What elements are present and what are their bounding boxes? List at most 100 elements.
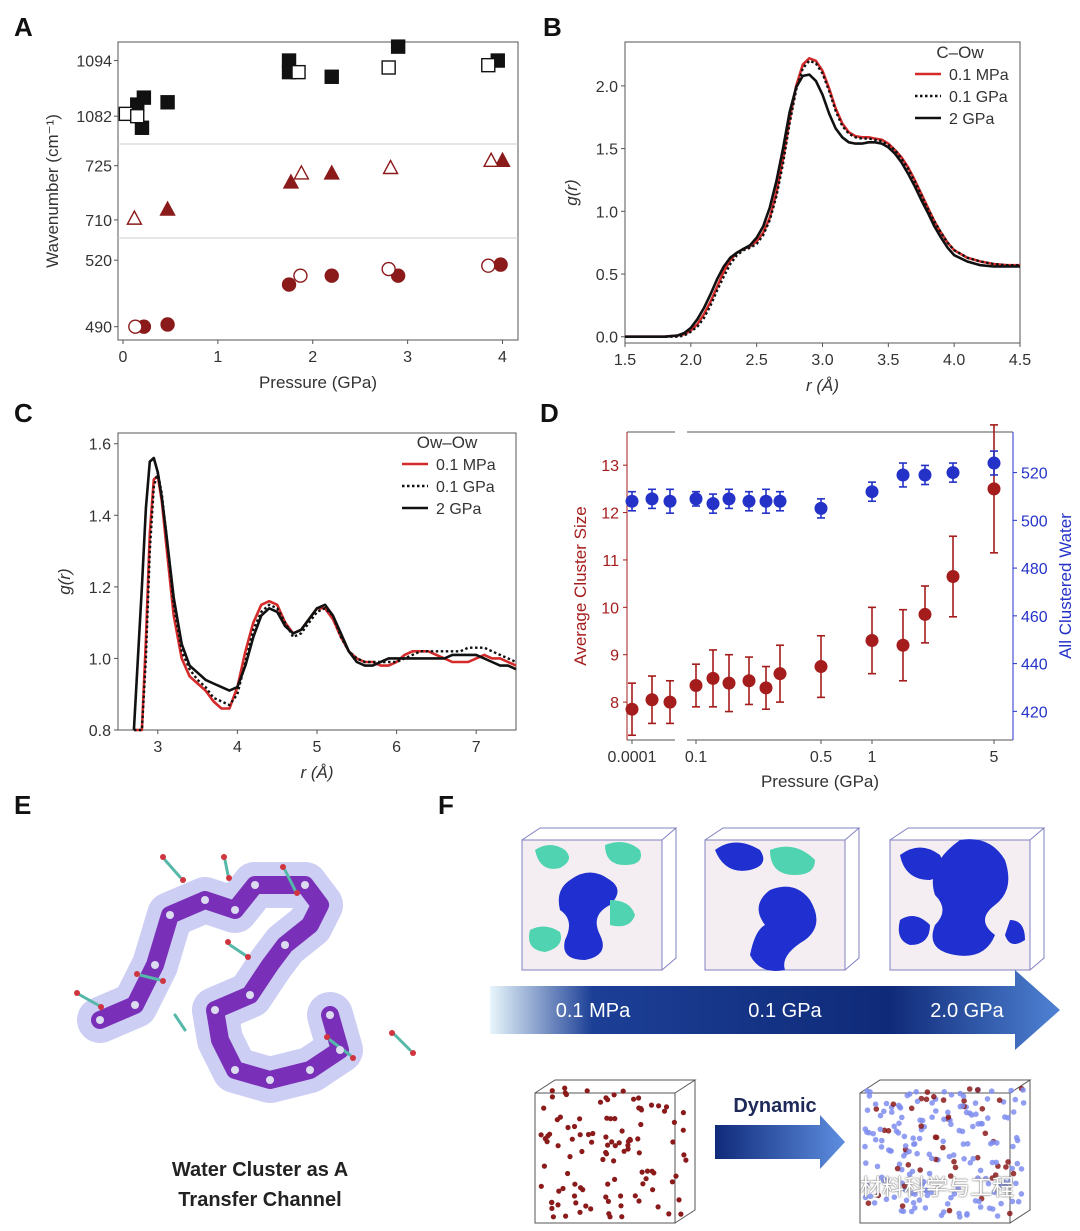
molecule-dot <box>945 1114 952 1120</box>
arrow-label-0-1gpa: 0.1 GPa <box>748 1000 822 1022</box>
molecule-dot <box>928 1189 934 1195</box>
molecule-dot <box>644 1168 651 1174</box>
molecule-dot <box>608 1116 614 1122</box>
molecule-dot <box>590 1130 596 1137</box>
arrow-label-0-1mpa: 0.1 MPa <box>556 1000 631 1022</box>
molecule-dot <box>538 1183 544 1189</box>
panel-label-b: B <box>543 12 562 42</box>
molecule-dot <box>604 1115 610 1121</box>
molecule-dot <box>1007 1178 1013 1185</box>
molecule-dot <box>656 1103 662 1109</box>
data-point-clustered-water <box>946 466 960 480</box>
molecule-dot <box>612 1143 618 1149</box>
molecule-dot <box>957 1090 963 1097</box>
y-axis-title: g(r) <box>55 568 74 594</box>
plot-frame <box>117 41 519 341</box>
right-tick-label: 460 <box>1021 609 1048 626</box>
molecule-dot <box>972 1100 979 1106</box>
x-tick-label: 4.0 <box>943 352 965 369</box>
data-point-cluster-size <box>896 638 910 652</box>
molecule-dot <box>584 1088 590 1094</box>
molecule-dot <box>589 1139 595 1145</box>
molecule-dot <box>951 1158 957 1165</box>
molecule-dot <box>603 1149 609 1156</box>
data-point-clustered-water <box>773 494 787 508</box>
x-axis-title: r (Å) <box>806 376 839 395</box>
molecule-dot <box>603 1194 609 1200</box>
molecule-dot <box>977 1204 984 1210</box>
molecule-dot <box>632 1193 638 1199</box>
x-axis-title: Pressure (GPa) <box>761 772 879 791</box>
molecule-dot <box>871 1200 878 1206</box>
molecule-dot <box>905 1162 912 1168</box>
molecule-dot <box>862 1143 868 1150</box>
series-line-2-gpa <box>132 456 517 731</box>
data-point-clustered-water <box>865 485 879 499</box>
molecule-dot <box>901 1133 908 1140</box>
data-point-cluster-size <box>814 660 828 674</box>
x-axis-title: r (Å) <box>300 763 333 782</box>
right-tick-label: 520 <box>1021 466 1048 483</box>
data-point-triangle <box>293 164 310 180</box>
molecule-dot <box>899 1114 905 1121</box>
y-tick-label: 1.6 <box>89 437 111 454</box>
molecule-dot <box>986 1205 993 1211</box>
data-point-cluster-size <box>987 482 1001 496</box>
molecule-dot <box>906 1091 913 1097</box>
molecule-dot <box>1018 1191 1025 1197</box>
molecule-dot <box>929 1114 935 1120</box>
data-point-clustered-water <box>742 494 756 508</box>
data-point-clustered-water <box>625 494 639 508</box>
molecule-dot <box>923 1096 930 1103</box>
molecule-dot <box>1008 1087 1014 1094</box>
molecule-dot <box>963 1109 970 1116</box>
molecule-dot <box>966 1086 973 1092</box>
molecule-dot <box>993 1159 999 1166</box>
molecule-dot <box>931 1093 937 1100</box>
molecule-dot <box>1014 1137 1021 1144</box>
molecule-dot <box>950 1152 957 1158</box>
molecule-dot <box>621 1148 627 1154</box>
molecule-dot <box>612 1116 618 1122</box>
chart-d-cluster-size: 0.0001 0.1 0.5 1 5 Pressure (GPa) 8 9 10 11 12 13 42… <box>571 424 1075 791</box>
molecule-dot <box>865 1200 872 1206</box>
molecule-dot <box>908 1105 915 1112</box>
molecule-dot <box>1014 1160 1021 1167</box>
data-point-clustered-water <box>663 494 677 508</box>
molecule-dot <box>680 1110 686 1116</box>
x-tick-label: 3 <box>403 349 412 366</box>
molecule-dot <box>542 1136 548 1142</box>
molecule-dot <box>957 1214 963 1220</box>
molecule-dot <box>569 1136 575 1142</box>
molecule-dot <box>577 1116 583 1122</box>
molecule-dot <box>894 1165 901 1172</box>
molecule-dot <box>918 1095 925 1102</box>
molecule-dot <box>605 1142 611 1148</box>
molecule-dot <box>985 1115 991 1121</box>
right-tick-label: 420 <box>1021 704 1048 721</box>
x-tick-label: 0.0001 <box>608 749 657 766</box>
molecule-dot <box>1010 1109 1017 1115</box>
cluster-tube <box>91 876 349 1089</box>
molecule-dot <box>875 1192 882 1199</box>
molecule-dot <box>872 1136 879 1143</box>
molecule-dot <box>913 1089 919 1095</box>
molecule-dot <box>977 1167 984 1174</box>
panel-label-e: E <box>14 790 32 820</box>
molecule-dot <box>669 1179 675 1185</box>
molecule-dot <box>944 1201 951 1207</box>
data-point-square <box>481 57 496 73</box>
data-point-square <box>324 69 339 84</box>
molecule-dot <box>603 1095 609 1101</box>
y-axis-title: g(r) <box>562 179 581 205</box>
data-point-cluster-size <box>946 570 960 584</box>
molecule-dot <box>984 1096 991 1102</box>
y-tick-label: 520 <box>85 253 112 270</box>
molecule-dot <box>898 1208 905 1214</box>
data-point-triangle <box>126 209 143 225</box>
y-tick-label: 0.8 <box>89 723 111 740</box>
data-point-circle <box>324 268 339 283</box>
molecule-dot <box>631 1096 637 1102</box>
molecule-dot <box>555 1143 561 1149</box>
molecule-dot <box>625 1142 631 1148</box>
